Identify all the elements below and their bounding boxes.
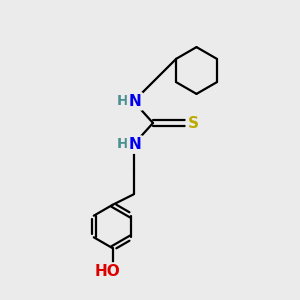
Text: HO: HO — [94, 264, 120, 279]
Text: S: S — [188, 116, 198, 130]
Text: N: N — [129, 137, 141, 152]
Text: H: H — [116, 137, 128, 151]
Text: N: N — [129, 94, 141, 109]
Text: H: H — [116, 94, 128, 108]
